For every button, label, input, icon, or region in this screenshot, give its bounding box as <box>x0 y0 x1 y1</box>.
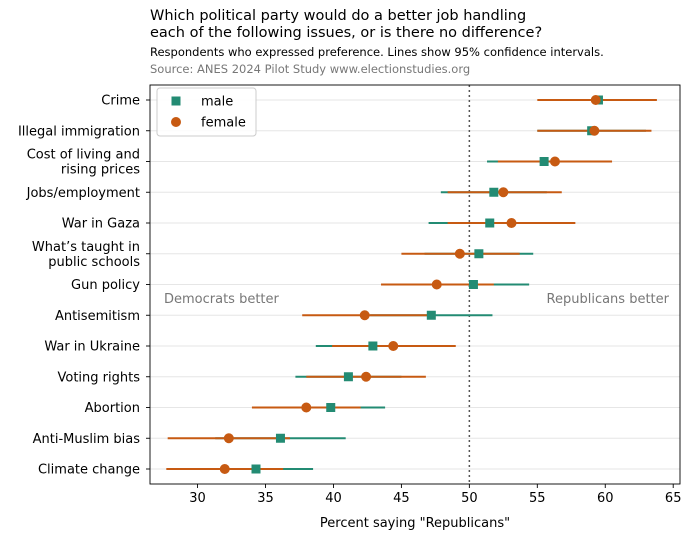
gridlines <box>150 99 680 470</box>
female-point <box>219 464 230 474</box>
legend-label-female: female <box>201 116 246 131</box>
male-point <box>326 403 336 412</box>
data-points <box>219 95 603 474</box>
female-point <box>590 95 601 105</box>
male-point <box>539 157 549 166</box>
y-axis: Crime Illegal immigration Cost of living a… <box>18 94 150 478</box>
male-point <box>251 464 261 474</box>
legend-label-male: male <box>201 95 233 110</box>
y-tick-label: War in Ukraine <box>44 340 140 355</box>
x-tick-label: 30 <box>189 491 206 506</box>
y-tick-label: Anti-Muslim bias <box>33 432 141 447</box>
male-point <box>275 433 285 443</box>
female-point <box>589 125 600 136</box>
female-point <box>454 248 465 259</box>
y-tick-label: War in Gaza <box>62 217 140 232</box>
chart-title-line-2: each of the following issues, or is ther… <box>150 25 543 41</box>
y-tick-label: Abortion <box>85 401 140 416</box>
y-tick-label: Antisemitism <box>55 309 140 324</box>
legend-marker-male <box>171 96 181 106</box>
y-tick-label: Voting rights <box>58 370 141 385</box>
y-tick-label: Climate change <box>38 463 140 478</box>
male-point <box>474 249 484 259</box>
male-point <box>468 280 478 289</box>
x-tick-label: 55 <box>529 491 546 506</box>
x-tick-label: 60 <box>597 491 614 506</box>
annotation-republicans-better: Republicans better <box>547 292 670 307</box>
male-point <box>489 187 499 197</box>
x-tick-label: 35 <box>257 491 274 506</box>
x-tick-label: 50 <box>461 491 478 506</box>
female-point <box>498 187 509 198</box>
x-axis-label: Percent saying "Republicans" <box>320 516 510 531</box>
female-point <box>223 433 234 444</box>
male-point <box>343 372 353 382</box>
y-tick-label: Illegal immigration <box>18 124 140 139</box>
male-point <box>485 218 495 228</box>
female-point <box>506 218 517 228</box>
y-tick-label: Cost of living and rising prices <box>27 148 141 178</box>
female-point <box>361 371 372 382</box>
x-tick-label: 65 <box>665 491 682 506</box>
chart-source: Source: ANES 2024 Pilot Study www.electi… <box>150 62 471 76</box>
female-point <box>431 279 442 290</box>
female-point <box>549 156 560 167</box>
x-axis: 30 35 40 45 50 55 60 65 <box>189 484 681 506</box>
male-point <box>368 341 378 351</box>
chart-title-line-1: Which political party would do a better … <box>150 8 527 24</box>
legend-box <box>156 87 257 137</box>
chart-subtitle: Respondents who expressed preference. Li… <box>150 45 604 59</box>
chart-title: Which political party would do a better … <box>150 8 542 42</box>
female-point <box>388 341 399 351</box>
y-tick-label: Gun policy <box>71 278 140 293</box>
y-tick-label: Crime <box>101 94 140 109</box>
legend-marker-female <box>171 117 181 127</box>
x-tick-label: 40 <box>325 491 342 506</box>
x-tick-label: 45 <box>393 491 410 506</box>
female-point <box>301 402 312 413</box>
female-point <box>359 310 370 321</box>
y-tick-label: What’s taught in public schools <box>32 240 140 270</box>
male-point <box>426 310 436 320</box>
annotation-democrats-better: Democrats better <box>164 292 280 307</box>
legend: male female <box>156 87 257 137</box>
y-tick-label: Jobs/employment <box>26 186 140 201</box>
